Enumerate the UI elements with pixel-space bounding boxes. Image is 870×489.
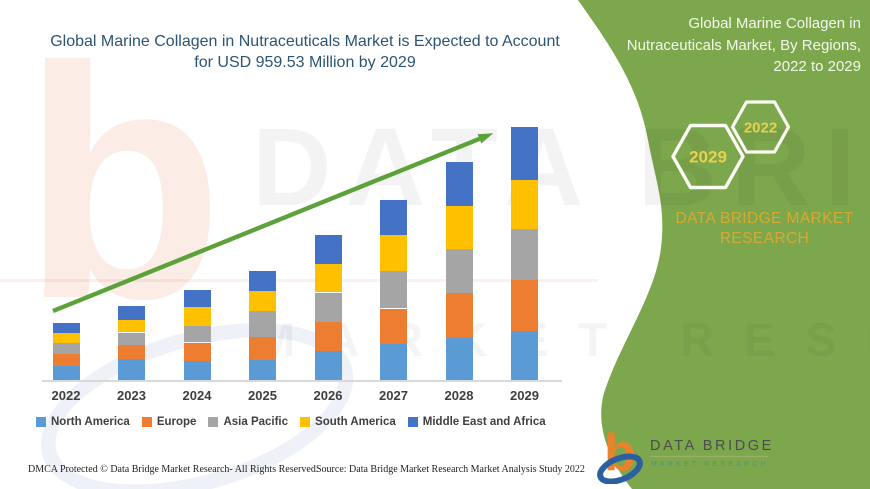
chart-title-line2: for USD 959.53 Million by 2029: [194, 54, 416, 71]
hexagon-2022-label: 2022: [744, 120, 777, 137]
bar-segment-2022-south-america: [52, 333, 80, 344]
x-axis-label-2023: 2023: [117, 388, 146, 403]
bar-segment-2023-asia-pacific: [118, 332, 145, 345]
legend-label: North America: [51, 416, 130, 428]
x-axis-label-2027: 2027: [379, 388, 408, 403]
legend-item-south-america: South America: [300, 416, 396, 428]
hexagon-2029-label: 2029: [689, 148, 727, 167]
bar-segment-2028-north-america: [445, 338, 473, 380]
x-axis-label-2025: 2025: [248, 388, 277, 403]
bar-segment-2028-middle-east-and-africa: [445, 162, 473, 206]
bar-segment-2025-europe: [249, 337, 276, 360]
bar-segment-2027-south-america: [380, 234, 407, 272]
year-hexagons: 2029 2022: [671, 100, 791, 190]
side-heading-line1: Global Marine Collagen in: [688, 15, 861, 32]
chart-legend: North America Europe Asia Pacific South Ame…: [36, 416, 546, 428]
bar-segment-2026-asia-pacific: [314, 292, 342, 322]
hexagon-2029: [671, 123, 745, 190]
chart-title-line1: Global Marine Collagen in Nutraceuticals…: [50, 33, 560, 50]
footer-copyright: DMCA Protected © Data Bridge Market Rese…: [28, 464, 319, 475]
bar-segment-2028-europe: [445, 293, 473, 339]
bar-segment-2022-north-america: [52, 366, 80, 380]
x-axis-label-2022: 2022: [51, 388, 81, 403]
legend-swatch-icon: [141, 417, 152, 427]
bar-segment-2023-europe: [118, 344, 145, 359]
legend-item-north-america: North America: [36, 416, 130, 428]
bar-segment-2022-asia-pacific: [52, 343, 80, 355]
bar-segment-2028-south-america: [445, 206, 473, 249]
side-heading-line3: 2022 to 2029: [773, 58, 861, 75]
brand-name-line1: DATA BRIDGE MARKET: [675, 210, 854, 227]
side-panel-heading: Global Marine Collagen in Nutraceuticals…: [561, 13, 861, 78]
bar-segment-2029-middle-east-and-africa: [511, 127, 538, 180]
legend-swatch-icon: [36, 417, 46, 427]
legend-swatch-icon: [300, 417, 311, 427]
bar-segment-2027-north-america: [380, 344, 407, 380]
watermark-text-row2: MARKET RESEARCH: [256, 313, 870, 366]
legend-label: Middle East and Africa: [422, 416, 546, 428]
bar-segment-2022-europe: [52, 354, 80, 366]
footer-source: Source: Data Bridge Market Research Mark…: [316, 464, 585, 475]
bar-segment-2023-south-america: [118, 319, 145, 333]
logo-wordmark: DATA BRIDGE: [650, 438, 774, 454]
side-heading-line2: Nutraceuticals Market, By Regions,: [626, 36, 861, 54]
data-bridge-logo: b DATA BRIDGE MARKET RESEARCH: [597, 424, 774, 484]
bar-segment-2026-europe: [314, 322, 342, 351]
chart-title: Global Marine Collagen in Nutraceuticals…: [15, 31, 595, 73]
logo-swoosh-icon: [597, 453, 643, 484]
bar-segment-2026-north-america: [314, 351, 342, 380]
bar-segment-2024-middle-east-and-africa: [183, 290, 211, 307]
legend-item-europe: Europe: [141, 416, 197, 428]
legend-label: Asia Pacific: [223, 416, 289, 428]
legend-swatch-icon: [208, 417, 219, 427]
logo-subtitle: MARKET RESEARCH: [651, 461, 769, 468]
x-axis-line: [42, 380, 562, 382]
bar-segment-2027-middle-east-and-africa: [380, 199, 407, 235]
legend-swatch-icon: [407, 417, 418, 427]
bar-segment-2025-south-america: [249, 291, 276, 311]
legend-label: South America: [315, 416, 396, 428]
bar-segment-2025-middle-east-and-africa: [249, 271, 276, 292]
bar-segment-2027-asia-pacific: [380, 271, 407, 309]
brand-name-line2: RESEARCH: [719, 230, 810, 247]
bar-segment-2022-middle-east-and-africa: [52, 323, 80, 334]
bar-segment-2024-asia-pacific: [183, 325, 211, 343]
x-axis-label-2026: 2026: [313, 388, 343, 403]
brand-name: DATA BRIDGE MARKET RESEARCH: [652, 209, 870, 249]
watermark-rule: [0, 279, 598, 282]
bar-segment-2029-europe: [511, 280, 538, 331]
legend-item-middle-east-and-africa: Middle East and Africa: [407, 416, 546, 428]
bar-segment-2023-north-america: [118, 358, 145, 380]
bar-segment-2026-south-america: [314, 263, 342, 293]
hexagon-2022: [730, 100, 791, 154]
bar-segment-2029-south-america: [511, 179, 538, 229]
bar-segment-2024-south-america: [183, 307, 211, 326]
bar-segment-2027-europe: [380, 308, 407, 345]
legend-label: Europe: [156, 416, 197, 428]
x-axis-label-2028: 2028: [444, 388, 474, 403]
bar-segment-2025-asia-pacific: [249, 310, 276, 337]
x-axis-label-2024: 2024: [182, 388, 212, 403]
bar-segment-2023-middle-east-and-africa: [118, 306, 145, 320]
bar-segment-2029-asia-pacific: [511, 228, 538, 280]
bar-segment-2026-middle-east-and-africa: [314, 235, 342, 264]
bar-segment-2028-asia-pacific: [445, 248, 473, 293]
x-axis-label-2029: 2029: [510, 388, 539, 403]
legend-item-asia-pacific: Asia Pacific: [208, 416, 288, 428]
bar-segment-2024-europe: [183, 342, 211, 362]
bar-segment-2025-north-america: [249, 360, 276, 380]
bar-segment-2024-north-america: [183, 361, 211, 380]
bar-segment-2029-north-america: [511, 331, 538, 380]
